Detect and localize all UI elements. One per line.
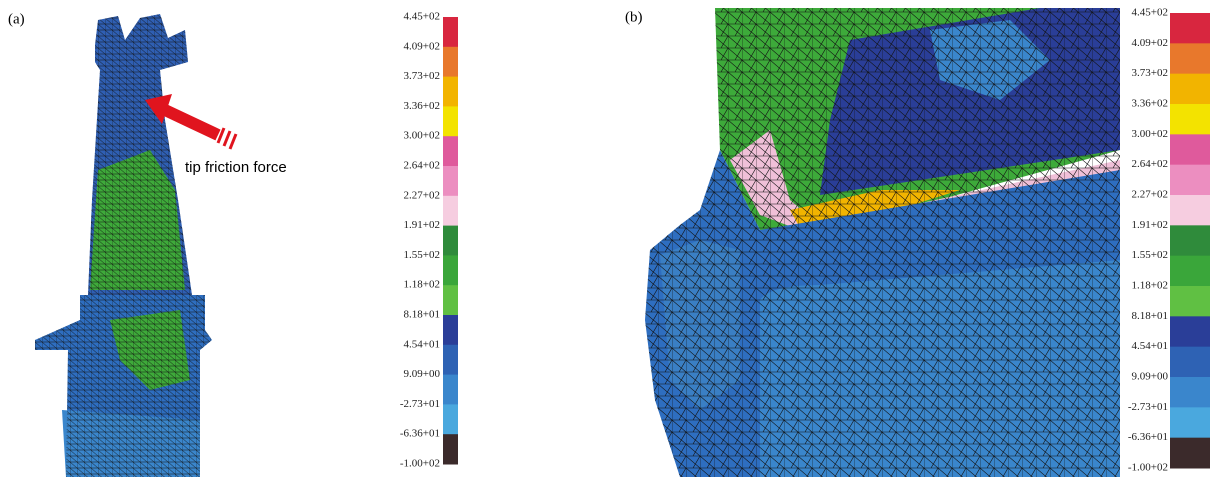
colorbar-segment [1170, 286, 1210, 317]
blade-model [35, 14, 212, 477]
closeup-model [645, 8, 1120, 477]
panel-label: (b) [625, 9, 643, 25]
colorbar-segment [443, 106, 458, 136]
colorbar-label: 1.55+02 [1132, 249, 1168, 261]
colorbar-label: 1.91+02 [1132, 219, 1168, 231]
colorbar-label: 4.54+01 [404, 338, 440, 350]
colorbar-segment [1170, 256, 1210, 287]
colorbar-label: 3.00+02 [1132, 128, 1168, 140]
colorbar-label: -1.00+02 [1128, 462, 1168, 474]
colorbar-segment [1170, 225, 1210, 256]
colorbar-segment [443, 47, 458, 77]
colorbar-label: 3.73+02 [1132, 67, 1168, 79]
colorbar-label: 4.54+01 [1132, 340, 1168, 352]
colorbar-label: -6.36+01 [1128, 431, 1168, 443]
colorbar-segment [443, 285, 458, 315]
annotation: tip friction force [185, 159, 287, 176]
colorbar-label: 9.09+00 [404, 368, 441, 380]
colorbar-label: 2.27+02 [404, 189, 440, 201]
colorbar-segment [443, 77, 458, 107]
colorbar-segment [443, 404, 458, 434]
figure: (a) (b) tip friction force 4.45+02 4.09+0… [0, 0, 1210, 477]
colorbar-label: 3.00+02 [404, 130, 440, 142]
colorbar-segment [1170, 134, 1210, 165]
colorbar-segment [1170, 43, 1210, 74]
colorbar-label: 2.27+02 [1132, 189, 1168, 201]
colorbar-label: -6.36+01 [400, 428, 440, 440]
colorbar-label: 1.91+02 [404, 219, 440, 231]
colorbar-label: -2.73+01 [1128, 401, 1168, 413]
colorbar-segment [1170, 316, 1210, 347]
colorbar-segment [443, 136, 458, 166]
colorbar-segment [1170, 74, 1210, 105]
colorbar-label: 1.55+02 [404, 249, 440, 261]
colorbar-segment [1170, 407, 1210, 438]
colorbar-label: -2.73+01 [400, 398, 440, 410]
colorbar-segment [443, 375, 458, 405]
colorbar-label: 4.45+02 [1132, 7, 1168, 19]
colorbar-label: 4.45+02 [404, 11, 440, 23]
colorbar-segment [1170, 377, 1210, 408]
colorbar-segment [1170, 165, 1210, 196]
colorbar-label: 3.73+02 [404, 70, 440, 82]
colorbar-segment [443, 17, 458, 47]
colorbar-segment [1170, 104, 1210, 135]
colorbar-label: 1.18+02 [1132, 280, 1168, 292]
colorbar-label: 4.09+02 [404, 40, 440, 52]
colorbar-label: 2.64+02 [1132, 158, 1168, 170]
colorbar-segment [443, 434, 458, 464]
colorbar-segment [443, 345, 458, 375]
colorbar-label: 3.36+02 [404, 100, 440, 112]
colorbar-label: 8.18+01 [404, 309, 440, 321]
colorbar-segment [443, 226, 458, 256]
colorbar-segment [443, 166, 458, 196]
colorbar-segment [443, 255, 458, 285]
colorbar-segment [1170, 347, 1210, 378]
colorbar-label: 3.36+02 [1132, 98, 1168, 110]
colorbar-label: 1.18+02 [404, 279, 440, 291]
colorbar-label: 9.09+00 [1132, 371, 1169, 383]
colorbar-segment [443, 196, 458, 226]
colorbar-label: 2.64+02 [404, 160, 440, 172]
colorbar-label: -1.00+02 [400, 458, 440, 470]
colorbar-segment [1170, 438, 1210, 469]
colorbar-segment [1170, 195, 1210, 226]
colorbar-label: 4.09+02 [1132, 37, 1168, 49]
colorbar-label: 8.18+01 [1132, 310, 1168, 322]
colorbar-segment [443, 315, 458, 345]
colorbar-segment [1170, 13, 1210, 44]
panel-label: (a) [8, 11, 25, 27]
